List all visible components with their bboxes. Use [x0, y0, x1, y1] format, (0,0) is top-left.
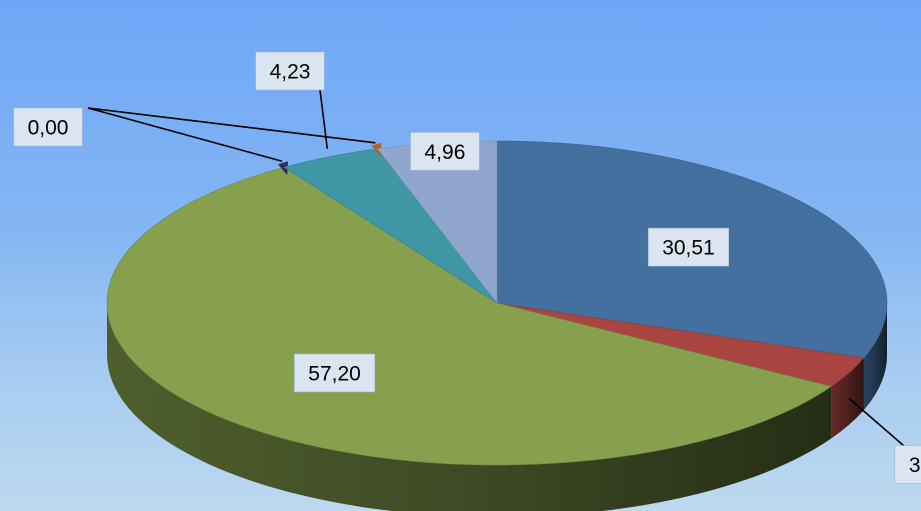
data-label-box [410, 132, 480, 171]
data-label-text: 57,20 [308, 362, 361, 385]
data-label-text: 4,23 [270, 61, 311, 84]
data-label-4: 4,23 [255, 51, 325, 91]
pie-slice-2 [106, 166, 833, 466]
data-label-1: 3,10 [894, 445, 921, 484]
data-label-5: 0,00 [13, 107, 83, 147]
data-label-text: 4,96 [425, 141, 466, 164]
data-label-box [255, 51, 325, 91]
data-labels: 30,513,1057,200,004,230,004,96 [13, 51, 921, 484]
data-label-text: 0,00 [28, 117, 69, 140]
label-leader-lines [87, 89, 910, 452]
pie-side-shade-0 [863, 303, 887, 410]
pie-slice-5 [371, 142, 382, 157]
data-label-box [294, 353, 376, 393]
data-label-2: 57,20 [294, 353, 376, 393]
pie-side-shade-1 [831, 357, 864, 439]
data-label-text: 3,10 [909, 454, 921, 477]
data-label-box [13, 107, 83, 147]
pie-side-shade-2 [107, 303, 832, 511]
data-label-6: 4,96 [410, 132, 480, 171]
data-label-0: 30,51 [647, 227, 730, 267]
data-label-box [894, 445, 921, 484]
pie-side-walls [107, 303, 887, 511]
pie-slice-3 [278, 161, 289, 176]
data-label-text: 30,51 [662, 237, 715, 260]
pie-top-faces [106, 140, 888, 466]
data-label-box [647, 227, 730, 267]
